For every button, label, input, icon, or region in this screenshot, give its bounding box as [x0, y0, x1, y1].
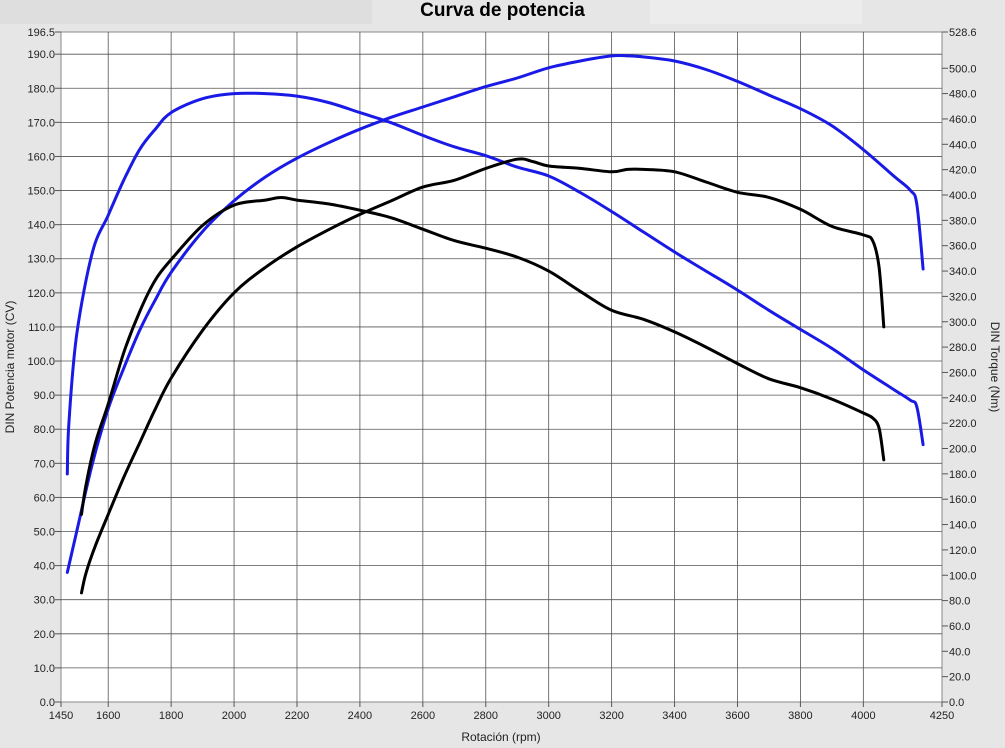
x-tick-label: 3200: [599, 710, 623, 722]
x-tick-label: 1800: [159, 710, 183, 722]
y-right-tick-label: 440.0: [949, 139, 977, 151]
series-line-1: [65, 53, 925, 574]
y-left-tick-label: 110.0: [28, 322, 55, 334]
x-tick-label: 4000: [851, 710, 875, 722]
y-left-tick-label: 100.0: [27, 356, 55, 368]
y-right-tick-label: 528.6: [949, 27, 977, 39]
title-bar-right-panel: [650, 0, 862, 24]
y-right-tick-label: 20.0: [949, 672, 970, 684]
y-left-tick-label: 0.0: [40, 697, 55, 709]
y-right-tick-label: 220.0: [949, 418, 977, 430]
y-axis-label-right: DIN Torque (Nm): [988, 322, 1002, 412]
y-right-tick-label: 160.0: [949, 494, 977, 506]
y-left-tick-label: 160.0: [27, 151, 55, 163]
x-tick-label: 2200: [285, 710, 309, 722]
plot-area: [60, 31, 943, 703]
y-right-tick-label: 80.0: [949, 596, 970, 608]
y-right-tick-label: 380.0: [949, 215, 977, 227]
y-right-tick-label: 260.0: [949, 367, 977, 379]
y-right-tick-label: 340.0: [949, 266, 977, 278]
y-right-tick-label: 300.0: [949, 317, 977, 329]
grid-lines: [61, 32, 942, 702]
y-right-tick-label: 180.0: [949, 469, 977, 481]
x-tick-label: 3000: [536, 710, 560, 722]
y-left-tick-label: 90.0: [34, 390, 55, 402]
x-axis-label: Rotación (rpm): [461, 730, 540, 744]
y-right-tick-label: 460.0: [949, 114, 977, 126]
y-left-tick-label: 180.0: [27, 83, 55, 95]
x-tick-label: 2000: [222, 710, 246, 722]
y-left-tick-label: 30.0: [34, 595, 55, 607]
y-left-tick-label: 170.0: [27, 117, 55, 129]
y-left-tick-label: 130.0: [27, 254, 55, 266]
x-tick-label: 3800: [788, 710, 812, 722]
y-left-tick-label: 70.0: [34, 458, 55, 470]
x-tick-label: 1450: [49, 710, 73, 722]
x-tick-label: 3600: [725, 710, 749, 722]
x-tick-label: 2400: [348, 710, 372, 722]
y-left-tick-label: 190.0: [27, 49, 55, 61]
y-right-tick-label: 100.0: [949, 570, 977, 582]
series-line-4: [80, 196, 886, 516]
x-tick-label: 2600: [411, 710, 435, 722]
y-left-tick-label: 196.5: [27, 27, 55, 39]
y-right-tick-label: 240.0: [949, 393, 977, 405]
y-left-tick-label: 120.0: [27, 288, 55, 300]
y-left-tick-label: 60.0: [34, 492, 55, 504]
x-tick-label: 2800: [474, 710, 498, 722]
y-left-tick-label: 150.0: [27, 186, 55, 198]
y-right-tick-label: 420.0: [949, 165, 977, 177]
x-tick-label: 4250: [930, 710, 954, 722]
y-left-tick-label: 10.0: [34, 663, 55, 675]
chart-title: Curva de potencia: [420, 0, 585, 21]
x-tick-label: 3400: [662, 710, 686, 722]
y-right-tick-label: 280.0: [949, 342, 977, 354]
y-axis-label-left: DIN Potencia motor (CV): [3, 301, 17, 434]
y-right-tick-label: 0.0: [949, 697, 964, 709]
y-left-tick-label: 20.0: [34, 629, 55, 641]
x-tick-label: 1600: [96, 710, 120, 722]
series-line-3: [80, 157, 886, 595]
y-right-tick-label: 140.0: [949, 520, 977, 532]
y-right-tick-label: 40.0: [949, 646, 970, 658]
y-right-tick-label: 120.0: [949, 545, 977, 557]
series-layer: [65, 53, 925, 595]
y-left-tick-label: 50.0: [34, 527, 55, 539]
y-right-tick-label: 500.0: [949, 63, 977, 75]
y-right-tick-label: 320.0: [949, 291, 977, 303]
y-left-tick-label: 40.0: [34, 561, 55, 573]
y-right-tick-label: 200.0: [949, 444, 977, 456]
title-bar: [0, 0, 1005, 24]
tick-labels: 1450 1600 1800 2000 2200 2400 2600 2800 3000 3200…: [27, 27, 976, 722]
y-right-tick-label: 400.0: [949, 190, 977, 202]
y-right-tick-label: 360.0: [949, 241, 977, 253]
y-left-tick-label: 80.0: [34, 424, 55, 436]
y-right-tick-label: 480.0: [949, 89, 977, 101]
title-bar-left-panel: [0, 0, 372, 24]
series-line-2: [65, 91, 925, 476]
y-right-tick-label: 60.0: [949, 621, 970, 633]
y-left-tick-label: 140.0: [27, 220, 55, 232]
